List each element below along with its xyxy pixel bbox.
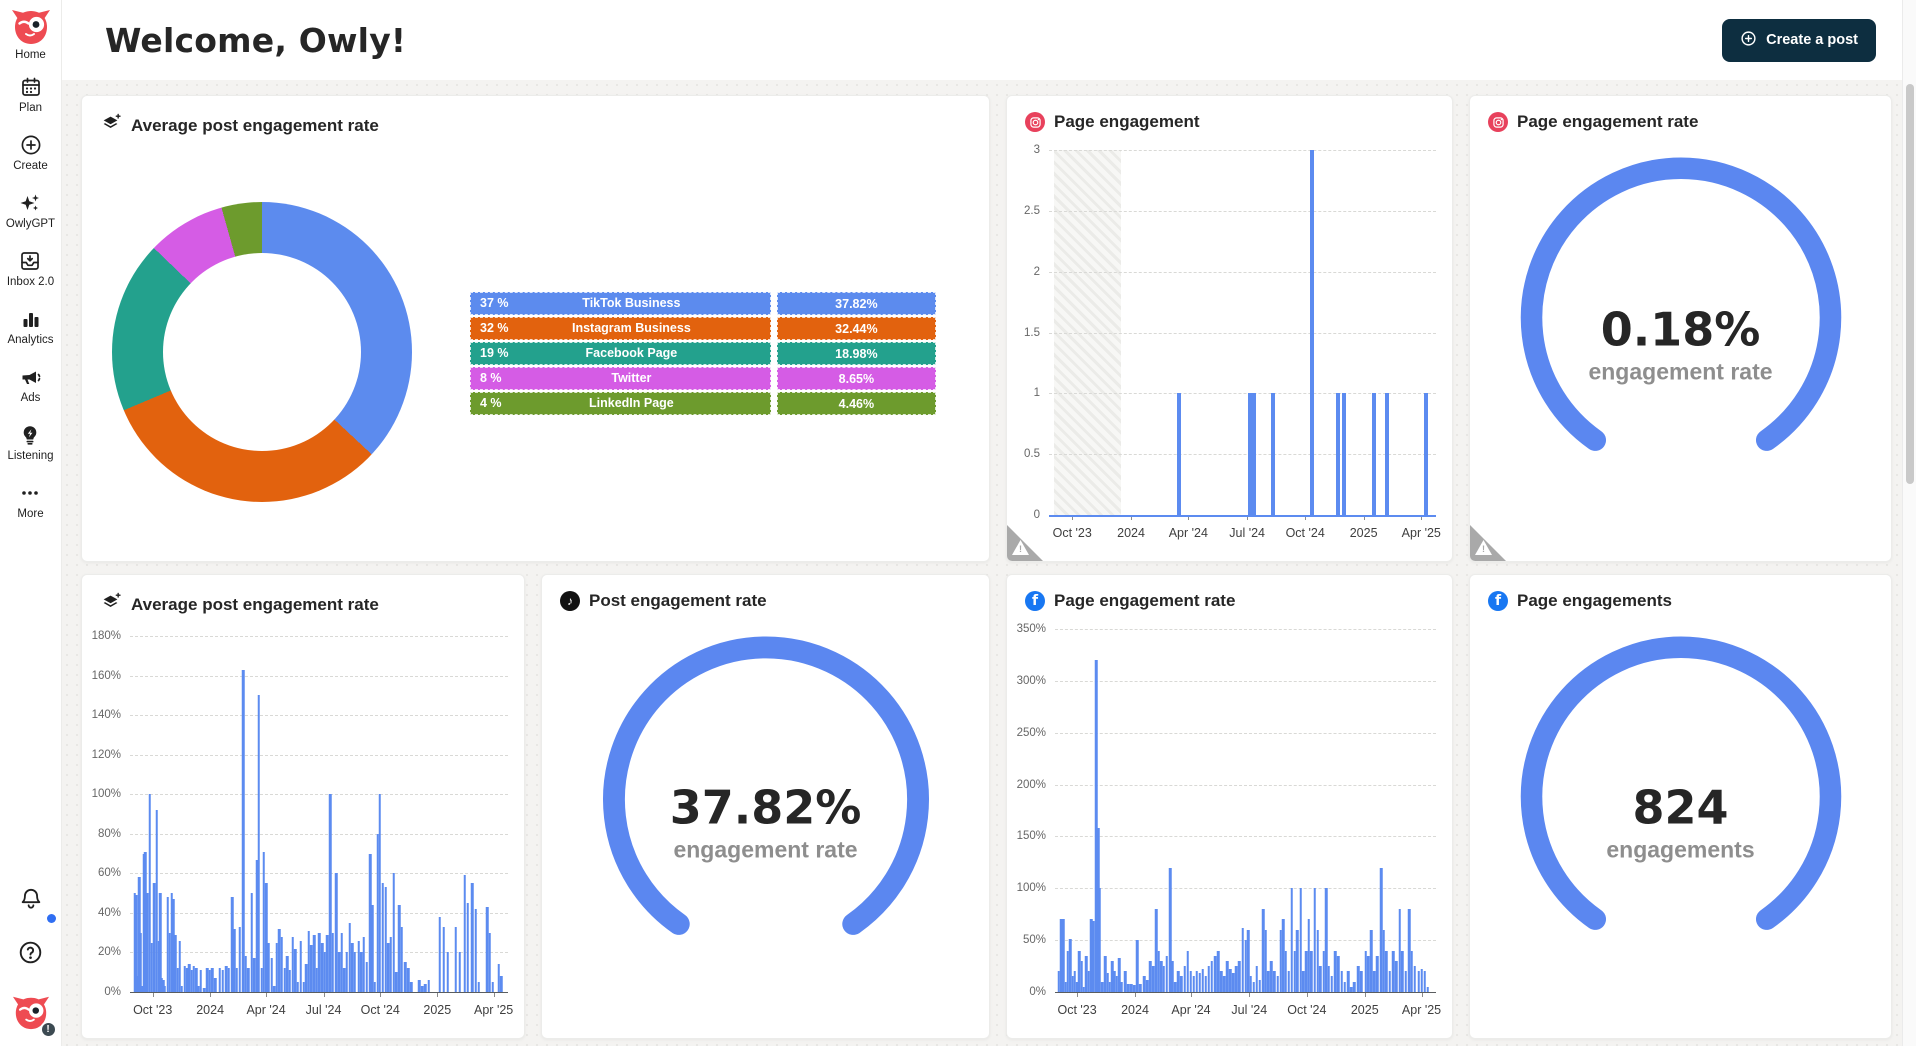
sidebar-label-ads: Ads: [20, 392, 41, 404]
sidebar-label-more: More: [17, 508, 44, 520]
sidebar-item-analytics[interactable]: Analytics: [7, 307, 54, 346]
card-page-engagements-gauge: f Page engagements 824 engagements: [1469, 574, 1892, 1039]
gauge-label: engagements: [1606, 836, 1755, 863]
sidebar: Home Plan Create OwlyGPT: [0, 0, 62, 1046]
help-icon: [17, 941, 44, 970]
sidebar-label-plan: Plan: [18, 102, 43, 114]
owl-avatar-icon: [11, 996, 51, 1035]
legend-row-facebook[interactable]: 19 % Facebook Page 18.98%: [470, 341, 936, 365]
gauge-value: 0.18%: [1600, 302, 1761, 357]
megaphone-icon: [19, 365, 43, 389]
notification-dot: [46, 914, 56, 923]
legend-table: 37 % TikTok Business 37.82% 32 % Instagram…: [470, 291, 936, 417]
card-page-engagement-rate-bars: f Page engagement rate 350% 300% 250% 200% 1…: [1006, 574, 1453, 1039]
sidebar-label-listening: Listening: [7, 450, 54, 462]
sidebar-item-home[interactable]: Home: [10, 6, 52, 61]
calendar-icon: [19, 75, 43, 99]
legend-row-linkedin[interactable]: 4 % LinkedIn Page 4.46%: [470, 391, 936, 415]
alert-badge: !: [39, 1021, 57, 1038]
sidebar-label-home: Home: [15, 49, 46, 61]
legend-row-instagram[interactable]: 32 % Instagram Business 32.44%: [470, 316, 936, 340]
avg-post-engagement-chart: 180% 160% 140% 120% 100% 80% 60% 40% 20% 0% Oct '2…: [91, 630, 514, 1017]
sidebar-label-inbox: Inbox 2.0: [6, 276, 55, 288]
create-post-button[interactable]: Create a post: [1722, 18, 1876, 62]
plus-icon: [1740, 30, 1757, 51]
instagram-icon: [1488, 112, 1508, 132]
sparkles-icon: [18, 191, 42, 215]
legend-row-tiktok[interactable]: 37 % TikTok Business 37.82%: [470, 291, 936, 315]
page-title: Welcome, Owly!: [105, 20, 407, 60]
card-title: Average post engagement rate: [131, 115, 379, 135]
sidebar-item-listening[interactable]: Listening: [7, 423, 54, 462]
instagram-icon: [1025, 112, 1045, 132]
card-title: Average post engagement rate: [131, 594, 379, 614]
card-post-engagement-rate-gauge: ♪ Post engagement rate 37.82% engagement…: [541, 574, 990, 1039]
bar-chart-icon: [19, 307, 43, 331]
facebook-icon: f: [1488, 591, 1508, 611]
sidebar-item-more[interactable]: More: [17, 481, 44, 520]
sidebar-item-create[interactable]: Create: [13, 133, 48, 172]
sidebar-item-owlygpt[interactable]: OwlyGPT: [6, 191, 55, 230]
post-engagement-rate-gauge: 37.82% engagement rate: [542, 615, 989, 1038]
page-scrollbar: [1902, 0, 1916, 1046]
fb-page-engagement-rate-chart: 350% 300% 250% 200% 150% 100% 50% 0% Oct '23 2024…: [1016, 623, 1442, 1017]
card-average-post-engagement-donut: Average post engagement rate 37 % TikTok …: [81, 95, 990, 562]
page-engagements-gauge: 824 engagements: [1470, 615, 1891, 1038]
profile-avatar[interactable]: !: [11, 993, 57, 1038]
scrollbar-thumb[interactable]: [1906, 84, 1914, 484]
owl-logo-icon: [10, 6, 52, 46]
sidebar-item-plan[interactable]: Plan: [19, 75, 43, 114]
bell-icon: [18, 888, 44, 916]
dashboard-content: Average post engagement rate 37 % TikTok …: [62, 80, 1916, 1046]
layers-icon: [100, 591, 122, 618]
card-page-engagement-rate-gauge: Page engagement rate 0.18% engagement ra…: [1469, 95, 1892, 562]
card-title: Post engagement rate: [589, 591, 767, 610]
sidebar-label-analytics: Analytics: [7, 334, 54, 346]
sidebar-item-inbox[interactable]: Inbox 2.0: [7, 249, 54, 288]
card-title: Page engagements: [1517, 591, 1672, 610]
gauge-label: engagement rate: [1588, 358, 1773, 385]
gauge-value: 824: [1632, 780, 1729, 835]
page-engagement-chart: 3 2.5 2 1.5 1 0.5 0 Oct '23 2024 Apr '24 Jul '24 Oc…: [1024, 144, 1441, 540]
gauge-label: engagement rate: [673, 836, 858, 863]
sidebar-item-ads[interactable]: Ads: [19, 365, 43, 404]
help-button[interactable]: [17, 939, 44, 971]
card-title: Page engagement rate: [1517, 112, 1699, 131]
facebook-icon: f: [1025, 591, 1045, 611]
ellipsis-icon: [18, 481, 42, 505]
sidebar-label-create: Create: [13, 160, 48, 172]
legend-row-twitter[interactable]: 8 % Twitter 8.65%: [470, 366, 936, 390]
card-title: Page engagement: [1054, 112, 1200, 131]
notifications-button[interactable]: [18, 886, 56, 923]
create-post-label: Create a post: [1766, 32, 1858, 48]
card-average-post-engagement-bars: Average post engagement rate 180% 160% 140…: [81, 574, 525, 1039]
card-title: Page engagement rate: [1054, 591, 1236, 610]
tiktok-icon: ♪: [560, 591, 580, 611]
engagement-rate-gauge: 0.18% engagement rate: [1470, 136, 1891, 561]
card-page-engagement: Page engagement 3 2.5 2 1.5 1 0.5 0 Oct '23 2024…: [1006, 95, 1453, 562]
plus-circle-icon: [19, 133, 43, 157]
layers-icon: [100, 112, 122, 139]
sidebar-label-owlygpt: OwlyGPT: [5, 218, 56, 230]
lightbulb-icon: [18, 423, 42, 447]
donut-chart: [112, 202, 412, 502]
top-bar: Welcome, Owly! Create a post: [62, 0, 1916, 80]
inbox-icon: [18, 249, 42, 273]
gauge-value: 37.82%: [669, 780, 862, 835]
